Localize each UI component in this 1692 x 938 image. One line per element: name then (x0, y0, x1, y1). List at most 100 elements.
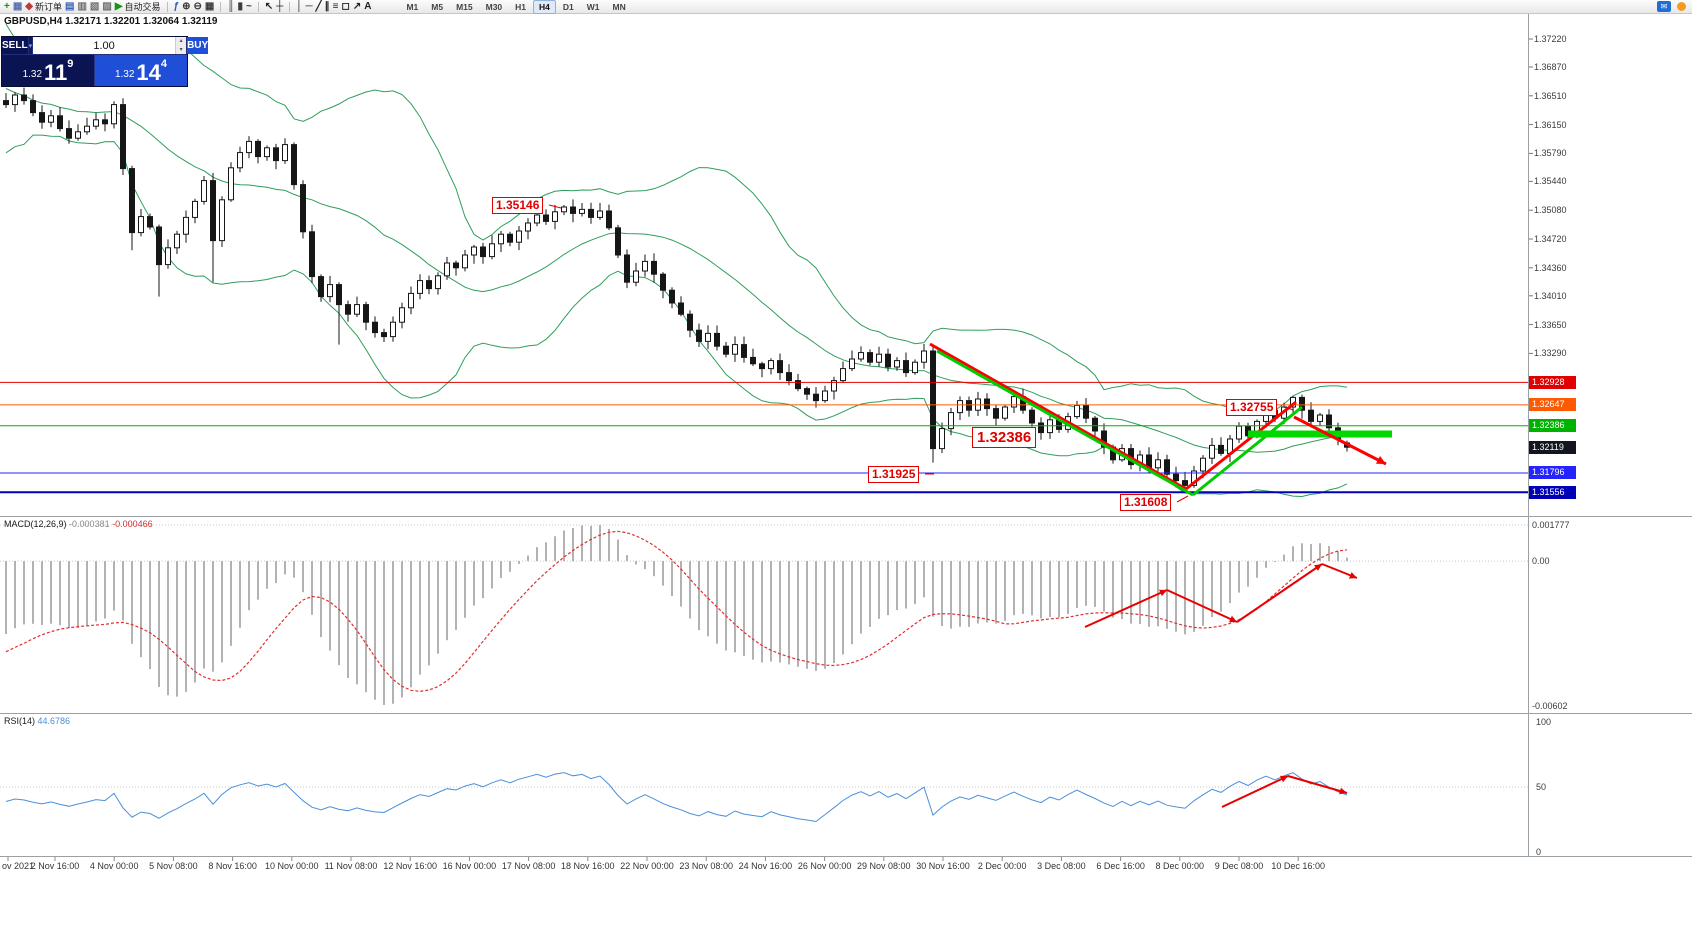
zoom-out-icon[interactable]: ⊖ (193, 0, 202, 12)
separators-layer[interactable] (0, 14, 1692, 861)
market-watch-icon[interactable]: ▤ (65, 0, 75, 12)
price-level-badge: 1.32928 (1529, 375, 1576, 389)
macd-arrows-layer[interactable] (1084, 563, 1358, 628)
shapes-icon[interactable]: ◻ (341, 0, 350, 12)
timeframe-w1[interactable]: W1 (586, 1, 600, 12)
price-tick-label: 1.36870 (1534, 62, 1567, 73)
arrow-tool-icon[interactable]: ↗ (352, 0, 362, 12)
time-label: 24 Nov 16:00 (738, 861, 793, 871)
price-tick-label: 1.33290 (1534, 348, 1567, 359)
time-label: 10 Nov 00:00 (265, 861, 319, 871)
trade-panel-price-row: 1.32 11 9 1.32 14 4 (2, 55, 187, 86)
new-order-button[interactable]: ◆ 新订单 (25, 0, 63, 12)
trade-panel-top-row: SELL ▾ ▴ ▾ BUY (2, 37, 209, 55)
volume-stepper[interactable]: ▴ ▾ (175, 37, 187, 54)
timeframe-h1[interactable]: H1 (515, 1, 527, 12)
timeframe-m30[interactable]: M30 (485, 1, 503, 12)
line-chart-icon[interactable]: ~ (245, 0, 252, 12)
sell-price-main: 11 (44, 60, 68, 85)
macd-main-value: -0.000381 (69, 519, 110, 529)
time-label: 8 Nov 16:00 (208, 861, 257, 871)
price-annotation[interactable]: 1.31608 (1120, 494, 1172, 511)
price-annotation[interactable]: 1.35146 (492, 197, 544, 214)
buy-price-sup: 4 (160, 58, 168, 70)
current-price-badge: 1.32119 (1529, 440, 1576, 454)
new-chart-icon[interactable]: + (4, 0, 10, 12)
time-label: 16 Nov 00:00 (442, 861, 497, 871)
time-label: 5 Nov 08:00 (149, 861, 198, 871)
bar-chart-icon[interactable]: ║ (227, 0, 235, 12)
timeframe-m15[interactable]: M15 (456, 1, 473, 12)
price-annotation[interactable]: 1.32755 (1226, 399, 1278, 416)
indicators-icon[interactable]: ƒ (173, 0, 180, 12)
price-annotation[interactable]: 1.31925 (868, 466, 920, 483)
macd-axis-label: 0.001777 (1532, 520, 1570, 530)
timeframe-m5[interactable]: M5 (431, 1, 444, 12)
zoom-in-icon[interactable]: ⊕ (182, 0, 191, 12)
time-label: 9 Dec 08:00 (1214, 861, 1264, 871)
vertical-line-icon[interactable]: │ (296, 0, 303, 12)
tile-windows-icon[interactable]: ▦ (204, 0, 215, 12)
horizontal-line-icon[interactable]: ─ (305, 0, 313, 12)
messages-icon[interactable]: ✉ (1657, 1, 1671, 12)
sell-price[interactable]: 1.32 11 9 (2, 55, 94, 86)
toolbar-separator (220, 1, 222, 12)
trendline-icon[interactable]: ╱ (315, 0, 322, 12)
autotrading-button[interactable]: ▶ 自动交易 (114, 0, 161, 12)
cursor-icon[interactable]: ↖ (264, 0, 274, 12)
navigator-icon[interactable]: ▧ (89, 0, 100, 12)
text-tool-icon[interactable]: A (364, 0, 372, 12)
time-label: 22 Nov 00:00 (620, 861, 674, 871)
timeframe-h4[interactable]: H4 (533, 0, 556, 14)
rsi-value: 44.6786 (37, 716, 71, 726)
price-annotation[interactable]: 1.32386 (972, 427, 1037, 448)
toolbar-separator (257, 1, 259, 12)
buy-price-main: 14 (136, 60, 161, 85)
rsi-axis-label: 50 (1536, 782, 1547, 792)
timeframe-d1[interactable]: D1 (562, 1, 574, 12)
data-window-icon[interactable]: ▥ (77, 0, 87, 12)
chart-drawings-layer[interactable] (548, 204, 1392, 503)
volume-up-icon[interactable]: ▴ (179, 38, 183, 44)
time-label: 10 Dec 16:00 (1271, 861, 1325, 871)
volume-dropdown-icon[interactable]: ▾ (27, 37, 34, 54)
fibonacci-icon[interactable]: ≡ (332, 0, 339, 12)
buy-price[interactable]: 1.32 14 4 (94, 55, 187, 86)
candlestick-chart-icon[interactable]: ▮ (237, 0, 243, 12)
rsi-arrows-layer[interactable] (1221, 775, 1348, 808)
time-label: ov 2021 (2, 861, 35, 871)
price-tick-label: 1.33650 (1534, 319, 1567, 330)
time-label: 2 Dec 00:00 (977, 861, 1027, 871)
rsi-axis-label: 100 (1536, 717, 1552, 727)
buy-button[interactable]: BUY (186, 37, 209, 54)
buy-price-prefix: 1.32 (114, 69, 135, 80)
terminal-icon[interactable]: ▨ (102, 0, 112, 12)
macd-signal-value: -0.000466 (112, 519, 153, 529)
channel-icon[interactable]: ∥ (324, 0, 330, 12)
sell-button[interactable]: SELL (2, 37, 28, 54)
macd-axis-label: 0.00 (1532, 556, 1550, 567)
chart-ohlc-header: GBPUSD,H4 1.32171 1.32201 1.32064 1.3211… (4, 16, 218, 27)
rsi-name: RSI(14) (4, 716, 36, 726)
price-tick-label: 1.35440 (1534, 176, 1567, 187)
timeframe-mn[interactable]: MN (612, 1, 626, 12)
chart-profiles-icon[interactable]: ▦ (12, 0, 23, 12)
macd-axis-label: -0.00602 (1532, 701, 1568, 711)
price-level-badge: 1.32647 (1529, 398, 1576, 412)
time-label: 18 Nov 16:00 (561, 861, 615, 871)
price-tick-label: 1.37220 (1534, 34, 1567, 45)
price-tick-label: 1.34360 (1534, 262, 1567, 273)
time-label: 8 Dec 00:00 (1155, 861, 1205, 871)
volume-input[interactable] (33, 37, 176, 54)
notification-badge-icon[interactable] (1677, 2, 1686, 11)
time-label: 4 Nov 00:00 (89, 861, 139, 871)
timeframe-m1[interactable]: M1 (406, 1, 419, 12)
price-level-badge: 1.31796 (1529, 466, 1576, 480)
price-tick-label: 1.34010 (1534, 290, 1567, 301)
volume-down-icon[interactable]: ▾ (179, 46, 183, 53)
price-level-badge: 1.32386 (1529, 419, 1576, 433)
time-label: 23 Nov 08:00 (679, 861, 733, 871)
crosshair-icon[interactable]: ┼ (276, 0, 284, 12)
